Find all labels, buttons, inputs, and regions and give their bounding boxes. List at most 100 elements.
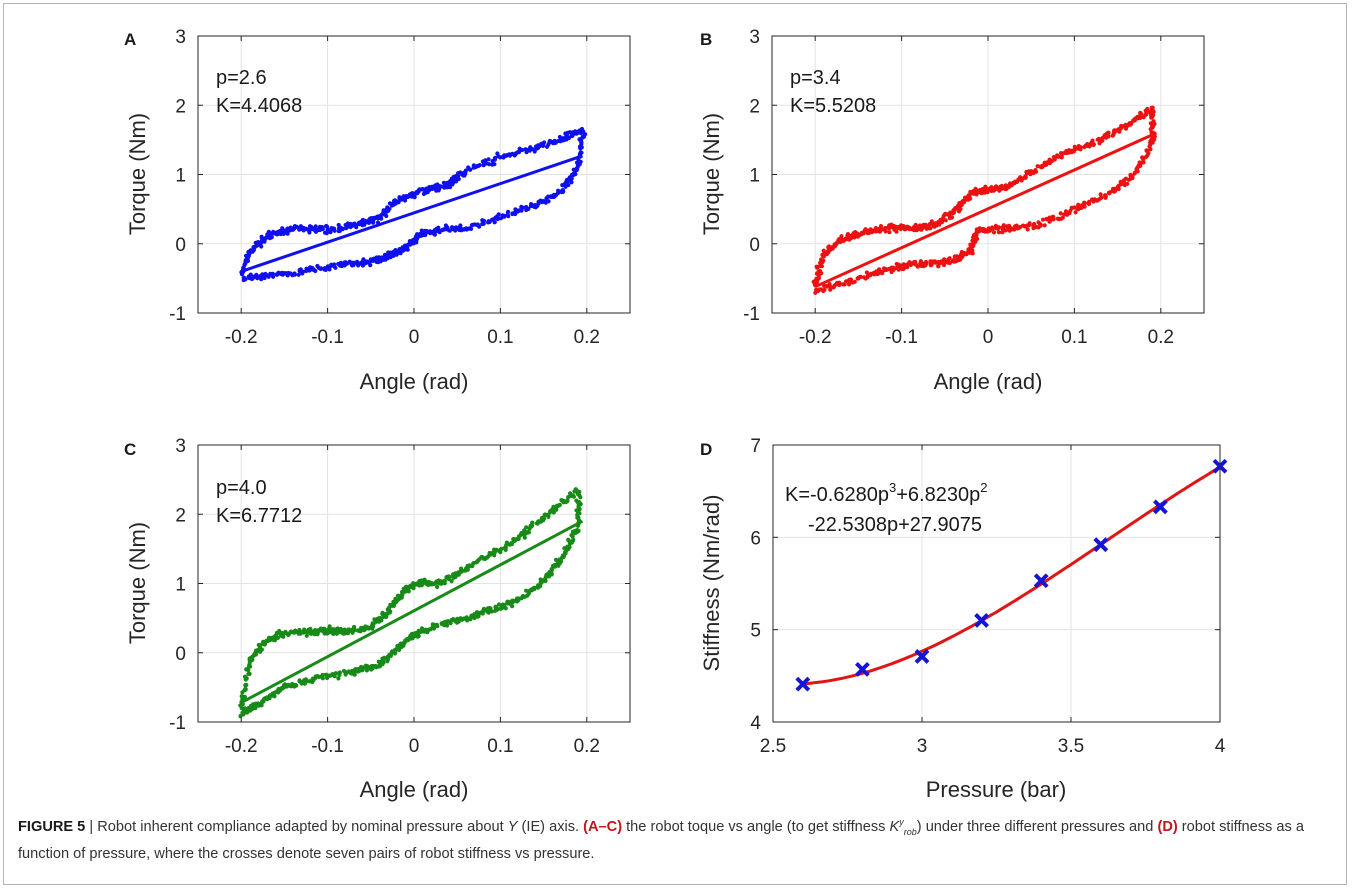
panel-b-point [1040,163,1045,168]
panel-b-ytick-label: -1 [743,304,760,325]
panel-c-point [522,594,527,599]
panel-b-letter: B [700,30,712,49]
panel-a-point [578,146,583,151]
panel-c-point [364,668,369,673]
panel-a-point [397,247,402,252]
panel-b-point [831,285,836,290]
panel-c-point [325,675,330,681]
panel-d-cross-stroke [1152,499,1168,515]
panel-b-point [898,226,903,231]
panel-c-point [524,525,529,530]
panel-c-point [343,672,348,677]
panel-b-annotation-k: K=5.5208 [790,95,876,117]
panel-b-point [1073,210,1078,215]
panel-a-point [456,174,461,179]
panel-c-point [254,648,259,653]
panel-b-point [894,229,899,234]
panel-d-xtick-label: 4 [1215,736,1226,757]
panel-b-point [887,230,892,235]
panel-c-point [519,531,524,536]
panel-b-point [991,230,997,235]
panel-b-point [967,194,972,200]
panel-d-cross-stroke [974,613,990,628]
panel-a-point [469,223,474,228]
panel-c-point [551,510,556,515]
panel-a-point [506,214,511,219]
panel-b-fit-line [814,131,1158,289]
panel-c-point [543,512,548,517]
panel-d-xtick-label: 3 [917,736,928,757]
panel-a-point [340,226,345,231]
panel-b-ytick-label: 3 [749,27,760,48]
panel-c-point [399,593,404,598]
panel-a-point [269,235,274,240]
panel-c-point [459,566,464,571]
panel-a-point [483,161,488,166]
panel-d-ylabel: Stiffness (Nm/rad) [699,495,724,672]
panel-a-point [322,266,327,271]
panel-a-xlabel: Angle (rad) [360,369,469,394]
panel-a-point [561,189,566,194]
panel-b-point [1058,211,1063,216]
panel-a-point [520,147,525,153]
panel-b-point [821,248,826,253]
panel-d-cross-marker [914,649,930,664]
panel-a-letter: A [124,30,136,49]
panel-b-point [1014,223,1019,228]
panel-a-ytick-label: -1 [169,304,186,325]
panel-c-point [498,606,503,611]
panel-c-point [566,537,571,542]
panel-b-point [841,282,846,287]
panel-b-point [864,270,870,275]
panel-d-ytick-label: 7 [750,436,761,457]
panel-b-point [1116,186,1121,191]
caption-k-sub: rob [903,826,917,837]
panel-c-point [387,610,392,615]
panel-a-point [265,233,270,238]
panel-d-cross-marker [1033,573,1049,589]
panel-b-point [1000,230,1005,235]
panel-b-point [949,215,955,220]
panel-d-cross-marker [795,676,811,692]
panel-a-point [259,277,264,282]
panel-b-point [813,290,818,295]
panel-c-point [385,655,390,660]
eq-term-cubic: K=-0.6280p [785,484,889,506]
panel-b-xlabel: Angle (rad) [934,369,1043,394]
panel-b-point [1086,201,1092,206]
panel-a-point [382,254,387,259]
panel-b-xtick-label: 0.2 [1148,327,1174,348]
panel-a-point [307,230,312,235]
panel-c-point [406,589,411,594]
panel-b-point [1078,147,1083,152]
eq-exp-2: 2 [980,480,987,495]
panel-b-point [855,276,860,281]
panel-b-xtick-label: -0.1 [885,327,918,348]
panel-c-xtick-label: 0.2 [574,736,600,757]
panel-c-point [323,672,328,677]
panel-c-point [238,714,243,719]
panel-c-ytick-label: 1 [175,575,186,596]
panel-b-point [1144,110,1149,115]
panel-b-point [819,271,824,276]
panel-c-point [544,574,549,579]
panel-b-point [1103,195,1108,200]
panel-c-point [414,631,419,636]
panel-c-point [449,618,454,623]
panel-a-point [443,223,448,228]
panel-b-point [952,254,957,259]
panel-a-point [463,168,468,173]
panel-a-point [292,272,297,277]
panel-c-point [562,499,567,504]
panel-a-point [519,204,524,209]
panel-c-ytick-label: 3 [175,436,186,457]
panel-c-point [304,633,309,638]
panel-a-point [447,185,453,190]
panel-d-cross-marker [1152,499,1168,515]
panel-c-point [276,687,281,692]
panel-a-point [456,171,461,176]
panel-b-point [993,223,999,228]
panel-b-point [868,272,874,277]
panel-a-point [492,156,497,161]
